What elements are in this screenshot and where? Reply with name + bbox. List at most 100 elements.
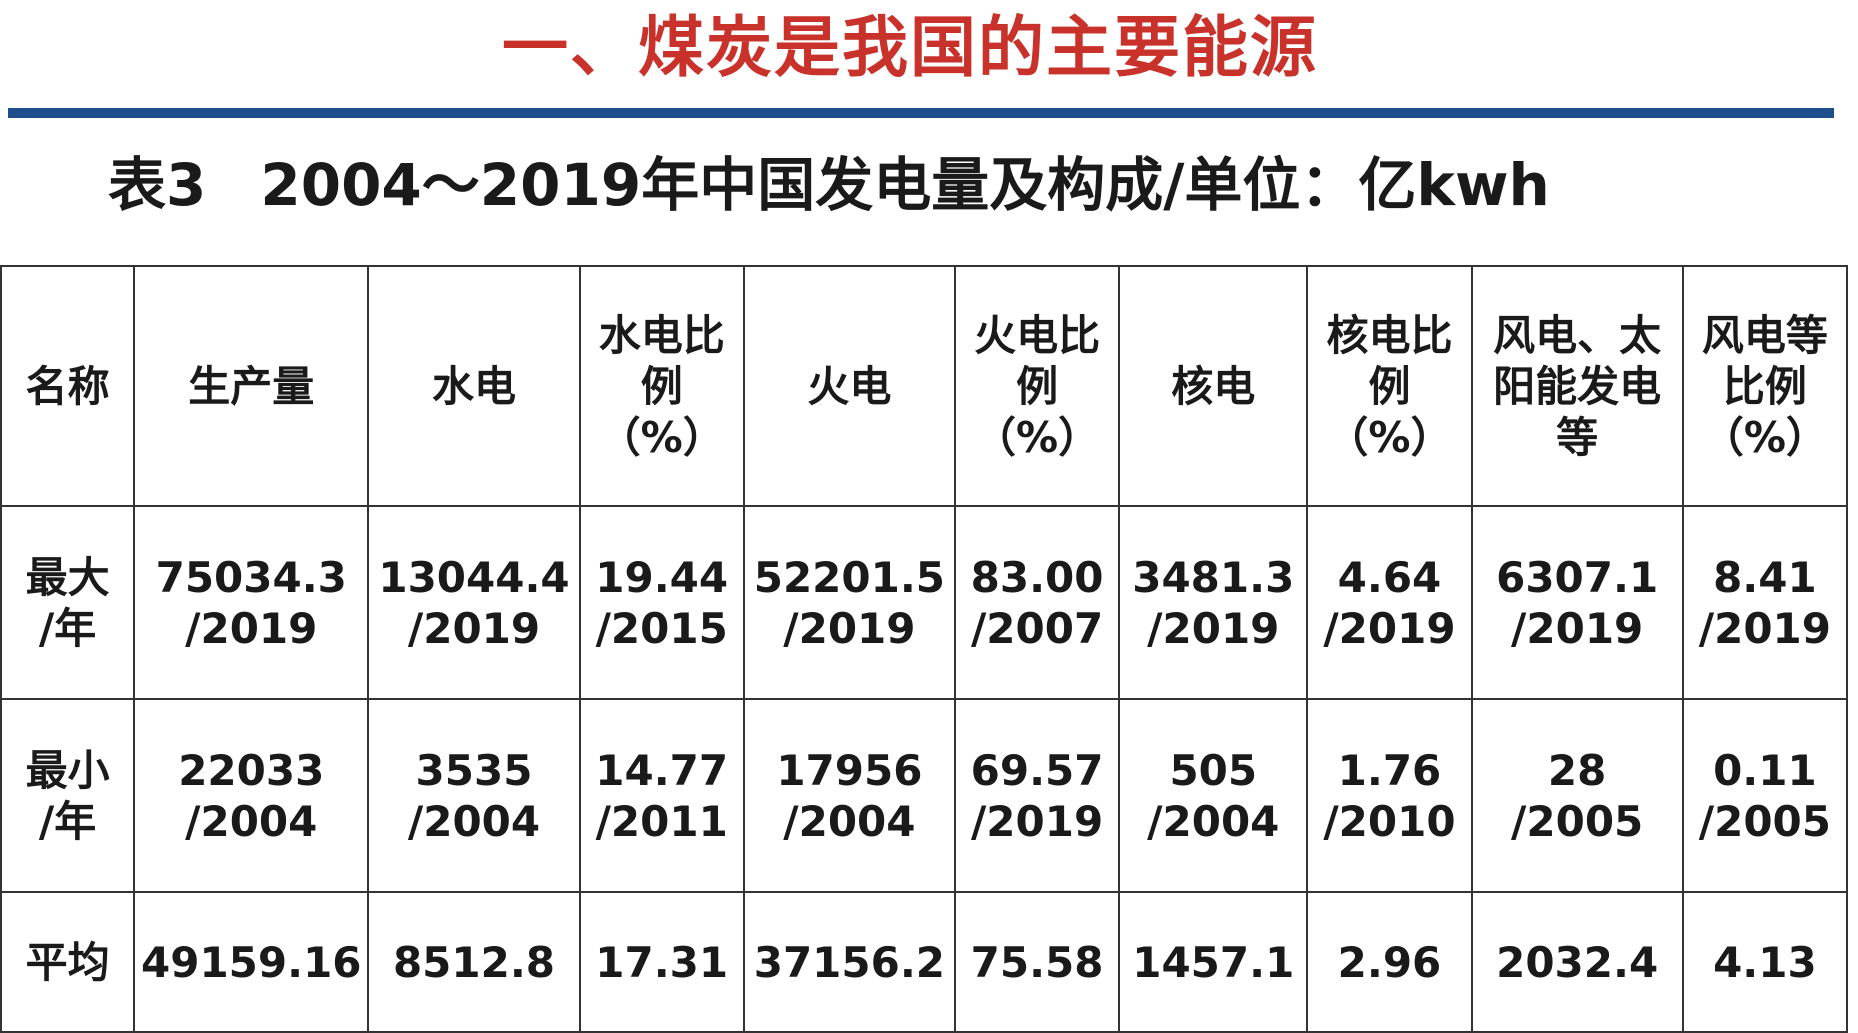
- table-cell: 37156.2: [742, 891, 957, 1033]
- table-cell: 19.44 /2015: [578, 505, 745, 700]
- cell-year: /2019: [185, 603, 318, 653]
- table-cell: 0.11 /2005: [1681, 698, 1849, 893]
- header-line: （%）: [1701, 412, 1828, 462]
- row-label: 平均: [0, 891, 136, 1033]
- table-cell: 4.64 /2019: [1306, 505, 1473, 700]
- table-cell: 17.31: [578, 891, 745, 1033]
- cell-year: /2004: [407, 796, 541, 846]
- cell-value: 2032.4: [1496, 937, 1659, 987]
- table-cell: 83.00 /2007: [953, 505, 1121, 700]
- cell-value: 4.64: [1337, 552, 1442, 602]
- cell-value: 2.96: [1337, 937, 1442, 987]
- table-cell: 3481.3 /2019: [1118, 505, 1309, 700]
- cell-year: /2005: [1698, 796, 1831, 846]
- row-label-line: 最小: [25, 745, 110, 795]
- table-cell: 75034.3 /2019: [133, 505, 370, 700]
- cell-year: /2019: [407, 603, 541, 653]
- cell-value: 8512.8: [392, 937, 556, 987]
- header-wind-solar: 风电、太 阳能发电 等: [1470, 265, 1684, 507]
- cell-year: /2007: [970, 603, 1104, 653]
- cell-year: /2019: [783, 603, 916, 653]
- row-label-line: 最大: [25, 552, 110, 602]
- cell-value: 17956: [776, 745, 923, 795]
- header-line: （%）: [974, 412, 1101, 462]
- row-label-line: 平均: [25, 937, 110, 987]
- cell-year: /2004: [1147, 796, 1280, 846]
- cell-year: /2004: [185, 796, 318, 846]
- header-line: 核电: [1171, 361, 1256, 411]
- header-line: 阳能发电: [1493, 361, 1662, 411]
- cell-value: 19.44: [595, 552, 729, 602]
- cell-value: 3481.3: [1132, 552, 1295, 602]
- table-cell: 3535 /2004: [367, 698, 581, 893]
- table-cell: 4.13: [1681, 891, 1849, 1033]
- table-cell: 22033 /2004: [133, 698, 370, 893]
- cell-value: 49159.16: [141, 937, 362, 987]
- header-line: 名称: [25, 361, 110, 411]
- row-label: 最大 /年: [0, 505, 136, 700]
- header-line: 等: [1556, 412, 1599, 462]
- cell-value: 17.31: [595, 937, 729, 987]
- cell-value: 505: [1169, 745, 1258, 795]
- header-thermal-share: 火电比 例 （%）: [953, 265, 1121, 507]
- table-row-average: 平均 49159.16 8512.8 17.31 37156.2 75.58 1…: [0, 891, 1849, 1033]
- power-generation-table: 名称 生产量 水电 水电比 例 （%） 火电 火电比 例 （%） 核电: [0, 265, 1849, 1033]
- header-line: （%）: [1326, 412, 1453, 462]
- header-line: （%）: [598, 412, 725, 462]
- cell-value: 4.13: [1713, 937, 1817, 987]
- header-line: 风电等: [1701, 310, 1828, 360]
- header-name: 名称: [0, 265, 136, 507]
- header-nuclear-share: 核电比 例 （%）: [1306, 265, 1473, 507]
- table-cell: 49159.16: [133, 891, 370, 1033]
- cell-value: 22033: [178, 745, 325, 795]
- cell-year: /2004: [783, 796, 916, 846]
- header-line: 核电比: [1326, 310, 1453, 360]
- cell-year: /2011: [595, 796, 728, 846]
- cell-value: 0.11: [1713, 745, 1817, 795]
- cell-year: /2010: [1323, 796, 1456, 846]
- cell-year: /2019: [1511, 603, 1644, 653]
- header-nuclear: 核电: [1118, 265, 1309, 507]
- cell-value: 14.77: [595, 745, 729, 795]
- cell-year: /2019: [970, 796, 1104, 846]
- header-hydro-share: 水电比 例 （%）: [578, 265, 745, 507]
- row-label: 最小 /年: [0, 698, 136, 893]
- header-line: 水电比: [598, 310, 725, 360]
- header-line: 火电比: [974, 310, 1101, 360]
- slide-title: 一、煤炭是我国的主要能源: [502, 9, 1318, 86]
- table-caption-text: 2004～2019年中国发电量及构成/单位：亿kwh: [260, 151, 1550, 219]
- cell-value: 83.00: [970, 552, 1104, 602]
- header-line: 比例: [1722, 361, 1807, 411]
- table-cell: 69.57 /2019: [953, 698, 1121, 893]
- table-row-min: 最小 /年 22033 /2004 3535 /2004 14.77 /2011…: [0, 698, 1849, 893]
- header-line: 火电: [807, 361, 892, 411]
- header-line: 例: [1368, 361, 1411, 411]
- table-cell: 505 /2004: [1118, 698, 1309, 893]
- table-cell: 1457.1: [1118, 891, 1309, 1033]
- table-cell: 17956 /2004: [742, 698, 957, 893]
- cell-value: 6307.1: [1496, 552, 1659, 602]
- table-cell: 1.76 /2010: [1306, 698, 1473, 893]
- cell-year: /2005: [1511, 796, 1644, 846]
- cell-value: 69.57: [970, 745, 1104, 795]
- header-line: 水电: [431, 361, 516, 411]
- cell-value: 13044.4: [378, 552, 570, 602]
- table-cell: 2.96: [1306, 891, 1473, 1033]
- header-production: 生产量: [133, 265, 370, 507]
- table-cell: 28 /2005: [1470, 698, 1684, 893]
- table-cell: 8.41 /2019: [1681, 505, 1849, 700]
- header-thermal: 火电: [742, 265, 957, 507]
- table-caption-label: 表3: [108, 151, 207, 219]
- cell-value: 52201.5: [753, 552, 946, 602]
- cell-value: 37156.2: [753, 937, 946, 987]
- cell-year: /2019: [1147, 603, 1280, 653]
- cell-value: 3535: [415, 745, 533, 795]
- table-cell: 75.58: [953, 891, 1121, 1033]
- cell-value: 28: [1547, 745, 1607, 795]
- cell-value: 75.58: [970, 937, 1104, 987]
- table-row-max: 最大 /年 75034.3 /2019 13044.4 /2019 19.44 …: [0, 505, 1849, 700]
- header-row: 名称 生产量 水电 水电比 例 （%） 火电 火电比 例 （%） 核电: [0, 265, 1849, 507]
- header-line: 生产量: [188, 361, 315, 411]
- header-wind-share: 风电等 比例 （%）: [1681, 265, 1849, 507]
- title-divider: [8, 108, 1834, 118]
